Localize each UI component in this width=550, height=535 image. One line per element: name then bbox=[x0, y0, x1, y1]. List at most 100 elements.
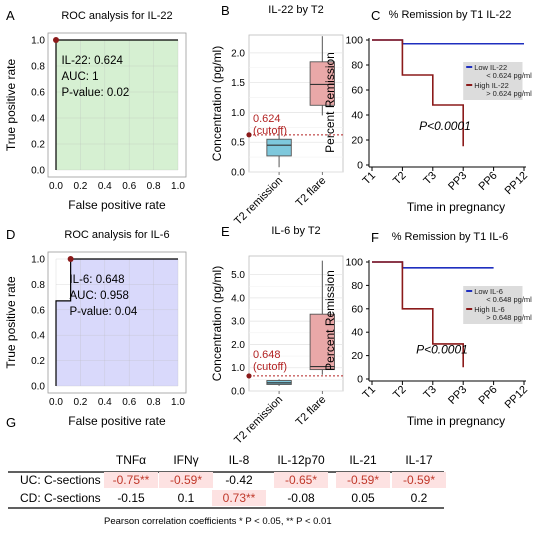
roc-area bbox=[56, 259, 178, 386]
panel-letter: B bbox=[221, 3, 230, 18]
x-tick-label: T2 flare bbox=[294, 394, 329, 429]
low-series-line bbox=[372, 261, 494, 269]
legend-box bbox=[463, 62, 523, 100]
x-axis-label: Time in pregnancy bbox=[407, 414, 505, 428]
legend-sublabel: < 0.624 pg/ml bbox=[486, 71, 532, 80]
roc-curve bbox=[55, 258, 178, 386]
legend-sublabel: > 0.648 pg/ml bbox=[486, 313, 532, 322]
table-cell: 0.1 bbox=[178, 491, 195, 505]
y-tick-label: 60 bbox=[351, 303, 363, 315]
x-tick-label: 0.8 bbox=[147, 181, 161, 192]
x-axis-label: False positive rate bbox=[68, 414, 166, 428]
table-cell: -0.59* bbox=[347, 473, 379, 487]
box-iqr bbox=[309, 313, 335, 371]
x-tick-label: 0.2 bbox=[73, 181, 87, 192]
legend-label: Low IL-6 bbox=[474, 287, 503, 296]
roc-info-line: P-value: 0.02 bbox=[61, 87, 129, 99]
legend-box bbox=[463, 286, 523, 324]
x-axis-label: False positive rate bbox=[68, 198, 166, 212]
y-tick-label: 2.0 bbox=[231, 340, 245, 351]
box-iqr bbox=[266, 138, 292, 157]
row-label: UC: C-sections bbox=[20, 473, 101, 487]
y-axis-label: Concentration (pg/ml) bbox=[210, 46, 224, 161]
x-axis-label: Time in pregnancy bbox=[407, 200, 505, 214]
roc-area bbox=[56, 40, 178, 170]
significance-highlight bbox=[392, 472, 446, 488]
y-tick-label: 0.0 bbox=[31, 166, 45, 177]
y-tick-label: 0.4 bbox=[31, 114, 45, 125]
p-value-label: P<0.0001 bbox=[419, 119, 471, 133]
y-axis-label: Percent Remission bbox=[323, 270, 337, 371]
x-tick-label: T3 bbox=[421, 384, 439, 402]
y-tick-label: 3.0 bbox=[231, 317, 245, 328]
cutoff-caption: (cutoff) bbox=[253, 361, 287, 373]
y-tick-label: 100 bbox=[345, 257, 363, 269]
table-cell: -0.08 bbox=[287, 491, 315, 505]
x-tick-label: 0.8 bbox=[147, 397, 161, 408]
y-tick-label: 1.0 bbox=[31, 255, 45, 266]
y-tick-label: 0.2 bbox=[31, 356, 45, 367]
column-header: IL-21 bbox=[349, 453, 377, 467]
x-tick-label: PP6 bbox=[477, 384, 500, 407]
column-header: TNFα bbox=[116, 453, 146, 467]
y-tick-label: 0 bbox=[357, 160, 363, 172]
x-tick-label: PP6 bbox=[477, 170, 500, 193]
y-tick-label: 2.0 bbox=[231, 48, 245, 59]
y-tick-label: 0.4 bbox=[31, 331, 45, 342]
table-cell: 0.73** bbox=[223, 491, 256, 505]
panel-title: % Remission by T1 IL-6 bbox=[392, 231, 509, 243]
y-tick-label: 0.6 bbox=[31, 88, 45, 99]
table-cell: -0.65* bbox=[285, 473, 317, 487]
high-series-line bbox=[372, 261, 465, 368]
x-tick-label: 1.0 bbox=[171, 397, 185, 408]
x-tick-label: 0.2 bbox=[73, 397, 87, 408]
roc-info-line: AUC: 0.958 bbox=[69, 290, 128, 302]
cutoff-caption: (cutoff) bbox=[253, 125, 287, 137]
x-tick-label: T2 bbox=[391, 170, 409, 188]
x-tick-label: T2 remission bbox=[232, 175, 285, 228]
panel-letter: C bbox=[371, 8, 380, 23]
significance-highlight bbox=[159, 472, 213, 488]
panel-title: ROC analysis for IL-22 bbox=[61, 10, 172, 22]
panel-letter: G bbox=[6, 415, 16, 430]
x-tick-label: T2 flare bbox=[294, 175, 329, 210]
column-header: IFNγ bbox=[173, 453, 198, 467]
y-tick-label: 0.5 bbox=[231, 138, 245, 149]
y-axis-label: Percent Remission bbox=[323, 52, 337, 153]
y-tick-label: 100 bbox=[345, 35, 363, 47]
y-tick-label: 0.0 bbox=[231, 168, 245, 179]
x-tick-label: PP3 bbox=[446, 384, 469, 407]
optimal-cutoff-point bbox=[53, 37, 59, 43]
legend-sublabel: > 0.624 pg/ml bbox=[486, 89, 532, 98]
panel-A: A ROC analysis for IL-22 0.0 0.0 0.2 0.2 0.4 0.… bbox=[4, 8, 187, 212]
x-tick-label: PP12 bbox=[503, 384, 531, 412]
roc-info-line: IL-22: 0.624 bbox=[61, 55, 123, 67]
legend-sublabel: < 0.648 pg/ml bbox=[486, 295, 532, 304]
y-tick-label: 40 bbox=[351, 327, 363, 339]
x-tick-label: 0.6 bbox=[122, 181, 136, 192]
significance-highlight bbox=[212, 490, 266, 506]
x-tick-label: T1 bbox=[361, 170, 379, 188]
table-cell: 0.2 bbox=[411, 491, 428, 505]
column-header: IL-8 bbox=[229, 453, 250, 467]
x-tick-label: T2 bbox=[391, 384, 409, 402]
y-tick-label: 0.0 bbox=[31, 382, 45, 393]
legend-label: High IL-6 bbox=[474, 305, 504, 314]
panel-F: F % Remission by T1 IL-6 0 20 40 60 80 100 T1 T2 T… bbox=[323, 230, 532, 428]
significance-highlight bbox=[274, 472, 328, 488]
y-tick-label: 20 bbox=[351, 135, 363, 147]
table-footnote: Pearson correlation coefficients * P < 0… bbox=[104, 516, 332, 527]
high-series-line bbox=[372, 39, 465, 147]
y-tick-label: 60 bbox=[351, 85, 363, 97]
panel-title: IL-22 by T2 bbox=[268, 4, 323, 16]
table-cell: -0.59* bbox=[403, 473, 435, 487]
panel-D: D ROC analysis for IL-6 0.0 0.0 0.2 0.2 0.4 0.4… bbox=[4, 227, 187, 428]
x-tick-label: 0.0 bbox=[49, 181, 63, 192]
x-tick-label: PP3 bbox=[446, 170, 469, 193]
panel-G: G TNFα IFNγ IL-8 IL-12p70 IL-21 IL-17 UC: C-sec… bbox=[6, 415, 446, 527]
cutoff-point bbox=[246, 373, 252, 379]
y-tick-label: 0.8 bbox=[31, 62, 45, 73]
y-tick-label: 5.0 bbox=[231, 270, 245, 281]
